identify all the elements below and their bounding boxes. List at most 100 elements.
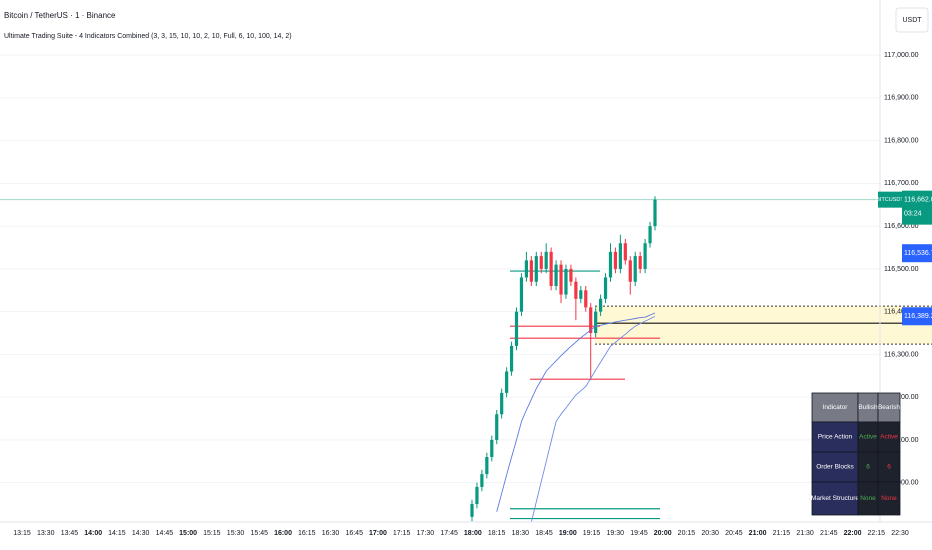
- candle-body: [509, 345, 514, 372]
- x-tick-label: 15:45: [251, 530, 269, 537]
- y-tick-label: 116,600.00: [884, 223, 919, 230]
- candle-body: [470, 504, 474, 517]
- candle-body: [633, 256, 637, 282]
- marks-layer: [470, 196, 657, 523]
- price-label-bg: [902, 244, 932, 263]
- candle-body: [539, 256, 543, 269]
- x-tick-label: 22:00: [844, 530, 862, 537]
- candle-body: [514, 311, 519, 346]
- candle-body: [490, 439, 494, 458]
- x-tick-label: 17:00: [369, 530, 387, 537]
- grid: [0, 54, 880, 484]
- x-tick-label: 18:00: [464, 530, 482, 537]
- x-tick-label: 20:30: [701, 530, 719, 537]
- candle-body: [643, 243, 647, 269]
- x-tick-label: 15:00: [179, 530, 197, 537]
- x-tick-label: 22:15: [868, 530, 886, 537]
- price-label: 116,662.00: [904, 196, 932, 203]
- x-tick-label: 17:45: [440, 530, 458, 537]
- x-tick-label: 21:00: [749, 530, 767, 537]
- candle-body: [584, 290, 588, 308]
- y-tick-label: 116,900.00: [884, 95, 919, 102]
- x-tick-label: 19:15: [583, 530, 601, 537]
- y-tick-label: 116,800.00: [884, 137, 919, 144]
- countdown: 03:24: [904, 210, 922, 217]
- candle-body: [544, 251, 548, 269]
- table-header: Bearish: [878, 404, 900, 411]
- x-tick-label: 20:45: [725, 530, 743, 537]
- moving-average: [496, 312, 656, 512]
- candle-body: [559, 264, 563, 295]
- candle-body: [519, 277, 524, 312]
- table-cell: [877, 481, 901, 516]
- x-tick-label: 15:15: [203, 530, 221, 537]
- candle-body: [534, 256, 538, 282]
- x-tick-label: 13:15: [13, 530, 31, 537]
- candle-body: [480, 474, 484, 487]
- indicator-title: Ultimate Trading Suite - 4 Indicators Co…: [4, 33, 292, 40]
- candle-body: [500, 392, 504, 415]
- candle-body: [638, 256, 642, 269]
- candle-body: [613, 251, 618, 269]
- candle-body: [579, 290, 583, 299]
- x-tick-label: 14:00: [84, 530, 102, 537]
- candle-body: [485, 457, 489, 475]
- candle-body: [554, 264, 558, 287]
- candle-body: [549, 251, 553, 287]
- table-cell-text: Market Structure: [811, 495, 859, 502]
- candle-body: [623, 243, 627, 261]
- x-tick-label: 17:15: [393, 530, 411, 537]
- y-tick-label: 116,300.00: [884, 351, 919, 358]
- y-tick-label: 116,200.00: [884, 394, 919, 401]
- table-cell-text: Active: [859, 434, 877, 441]
- candle-body: [618, 243, 622, 269]
- candle-body: [628, 260, 632, 282]
- y-tick-label: 116,500.00: [884, 266, 919, 273]
- table-cell-text: 6: [866, 464, 870, 471]
- y-tick-label: 116,400.00: [884, 309, 919, 316]
- x-tick-label: 14:15: [108, 530, 126, 537]
- x-tick-label: 20:00: [654, 530, 672, 537]
- symbol-tag: BITCUSDT: [876, 197, 904, 203]
- currency[interactable]: USDT: [902, 17, 922, 24]
- x-tick-label: 18:30: [512, 530, 530, 537]
- x-tick-label: 17:30: [417, 530, 435, 537]
- symbol-title: Bitcoin / TetherUS · 1 · Binance: [4, 11, 116, 20]
- zone-layer: [0, 199, 932, 520]
- x-tick-label: 16:30: [322, 530, 340, 537]
- candle-body: [608, 251, 613, 278]
- x-tick-label: 14:30: [132, 530, 150, 537]
- table-cell-text: None: [860, 495, 876, 502]
- candle-body: [603, 277, 608, 299]
- x-tick-label: 21:15: [773, 530, 791, 537]
- x-tick-label: 15:30: [227, 530, 245, 537]
- x-tick-label: 13:30: [37, 530, 55, 537]
- candle-body: [598, 298, 603, 312]
- y-tick-label: 117,000.00: [884, 52, 919, 59]
- x-tick-label: 16:15: [298, 530, 316, 537]
- candle-body: [529, 260, 533, 282]
- x-tick-label: 19:30: [606, 530, 624, 537]
- table-cell-text: Price Action: [818, 434, 853, 441]
- x-tick-label: 20:15: [678, 530, 696, 537]
- table-cell-text: None: [881, 495, 897, 502]
- candle-body: [594, 311, 598, 334]
- y-tick-label: 116,700.00: [884, 180, 919, 187]
- price-label: 116,389.23: [904, 313, 932, 320]
- x-tick-label: 19:00: [559, 530, 577, 537]
- price-label: 116,536.71: [904, 250, 932, 257]
- x-tick-label: 18:45: [535, 530, 553, 537]
- candle-body: [524, 260, 529, 278]
- currency-button[interactable]: [895, 7, 929, 33]
- table-header: Bullish: [858, 404, 878, 411]
- candle-body: [589, 307, 593, 334]
- price-label-bg: [902, 190, 932, 225]
- table-cell-text: Order Blocks: [816, 464, 854, 471]
- axis-layer: 116,000.00 116,100.00 116,200.00 116,300.00…: [13, 52, 918, 537]
- candle-body: [564, 268, 568, 295]
- table-cell-text: 6: [887, 464, 891, 471]
- candle-body: [495, 414, 499, 440]
